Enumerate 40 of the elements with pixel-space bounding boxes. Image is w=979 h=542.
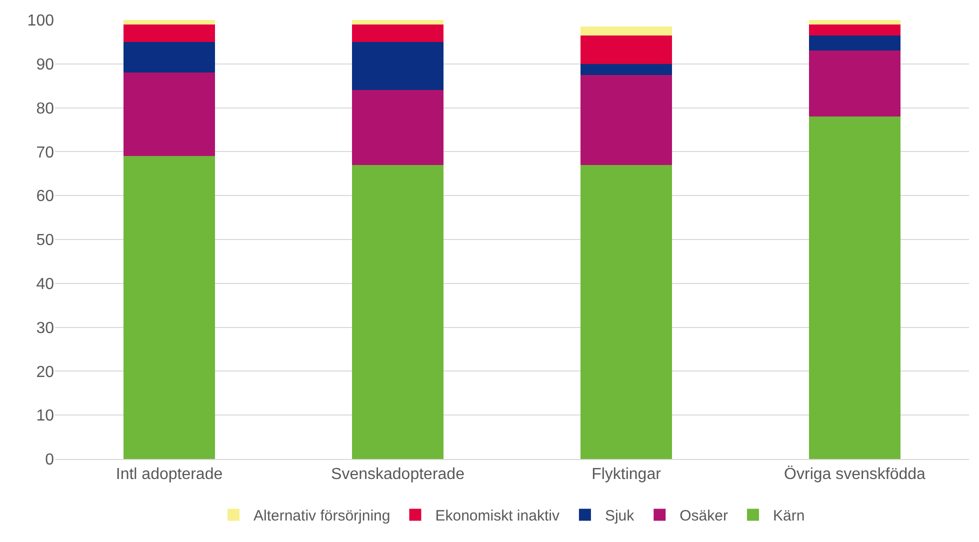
x-tick-label: Övriga svenskfödda — [784, 465, 926, 484]
bar — [352, 42, 444, 90]
bar — [580, 74, 672, 165]
y-tick-label: 90 — [36, 56, 54, 74]
y-tick-label: 30 — [36, 320, 54, 337]
bar — [580, 35, 672, 64]
bar — [580, 164, 672, 459]
bar — [352, 24, 444, 42]
y-tick-label: 40 — [36, 276, 54, 293]
y-tick-label: 80 — [36, 100, 54, 118]
bar — [124, 156, 215, 459]
x-tick-label: Flyktingar — [592, 466, 662, 484]
bar — [580, 64, 672, 75]
y-tick-label: 100 — [27, 12, 54, 30]
x-tick-label: Intl adopterade — [116, 466, 223, 484]
legend-label: Sjuk — [604, 508, 635, 525]
bar — [124, 42, 215, 73]
legend-label: Alternativ försörjning — [254, 508, 390, 525]
bar — [124, 72, 215, 156]
y-tick-label: 50 — [36, 232, 54, 250]
bar — [809, 116, 900, 459]
y-tick-label: 10 — [36, 408, 54, 425]
bar — [580, 26, 672, 36]
bar — [809, 24, 900, 36]
legend-label: Ekonomiskt inaktiv — [435, 508, 560, 525]
legend-label: Kärn — [772, 508, 805, 525]
y-tick-label: 20 — [36, 364, 54, 381]
x-tick-label: Svenskadopterade — [331, 466, 465, 484]
bar — [124, 20, 215, 24]
bar — [809, 50, 900, 117]
y-tick-label: 0 — [45, 452, 54, 469]
y-tick-label: 70 — [36, 144, 54, 162]
y-tick-label: 60 — [36, 188, 54, 206]
bar — [124, 24, 215, 42]
bar — [352, 164, 444, 459]
bar — [809, 35, 900, 51]
bar — [352, 20, 444, 24]
bar — [809, 20, 900, 24]
legend-label: Osäker — [680, 508, 728, 525]
bar — [352, 90, 444, 165]
